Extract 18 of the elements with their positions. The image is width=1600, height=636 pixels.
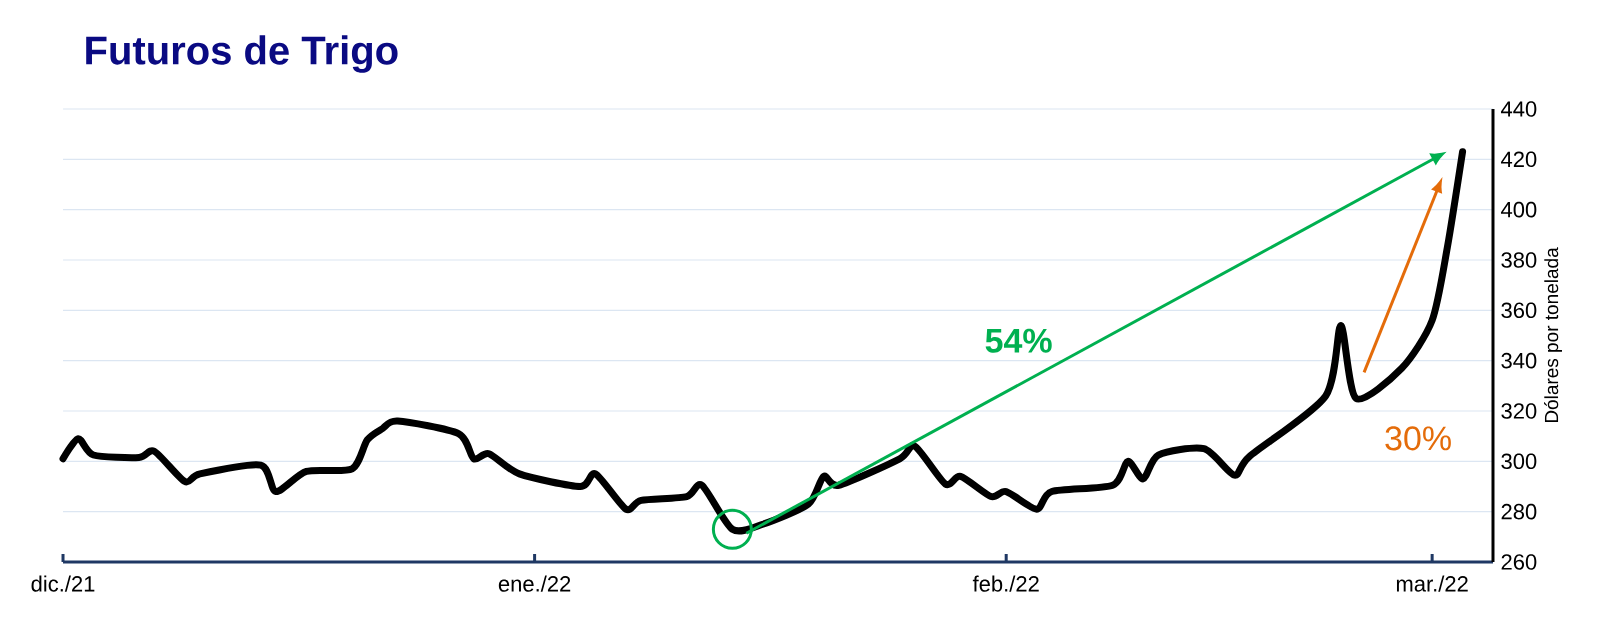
y-tick-label: 320 xyxy=(1501,403,1537,419)
x-tick-label: ene./22 xyxy=(498,575,571,592)
y-tick-label: 400 xyxy=(1501,201,1537,218)
y-axis-title: Dólares por tonelada xyxy=(1544,247,1562,423)
x-tick-label: feb./22 xyxy=(972,575,1039,592)
y-tick-label: 300 xyxy=(1501,453,1537,470)
annotation: 54% xyxy=(985,328,1052,353)
y-tick-label: 360 xyxy=(1501,302,1537,319)
y-tick-label: 380 xyxy=(1501,252,1537,268)
chart-title: Futuros de Trigo xyxy=(86,35,398,73)
y-tick-label: 340 xyxy=(1501,352,1537,369)
y-tick-label: 440 xyxy=(1501,101,1537,117)
x-tick-label: dic./21 xyxy=(31,575,95,592)
annotation: 30% xyxy=(1385,426,1451,451)
y-tick-label: 420 xyxy=(1501,151,1537,168)
y-tick-label: 260 xyxy=(1501,554,1537,570)
y-tick-label: 280 xyxy=(1501,503,1537,520)
x-tick-label: mar./22 xyxy=(1396,575,1468,592)
